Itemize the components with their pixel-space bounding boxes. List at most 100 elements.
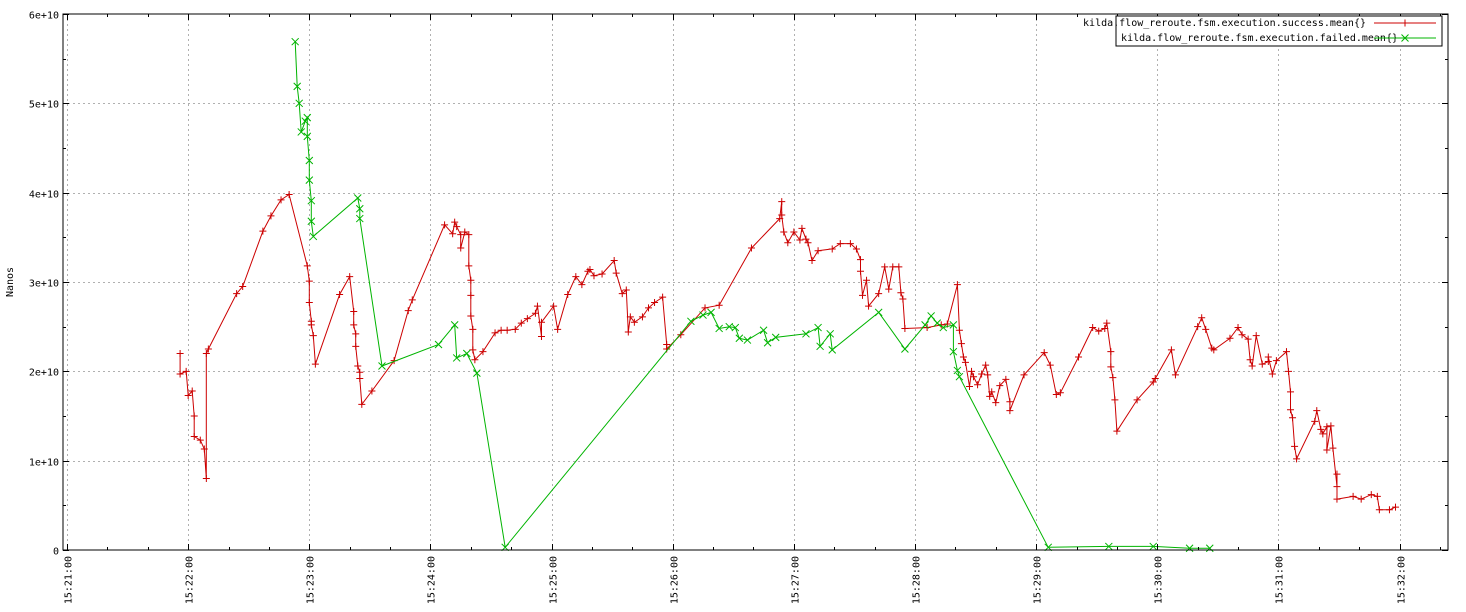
data-point [1151,374,1159,382]
data-point [307,196,316,205]
data-point [184,391,192,399]
x-tick-label: 15:31:00 [1275,556,1286,604]
data-point [802,235,810,243]
y-tick-label: 2e+10 [29,368,59,379]
data-point [978,370,986,378]
data-point [638,313,646,321]
data-point [1101,324,1109,332]
data-point [933,319,942,327]
data-point [303,113,312,122]
data-point [598,270,606,278]
data-point [353,194,362,202]
y-tick-label: 6e+10 [29,11,59,22]
data-point [747,244,755,252]
data-point [1327,422,1335,430]
data-point [1202,325,1210,333]
x-tick-label: 15:30:00 [1154,556,1165,604]
y-tick-label: 4e+10 [29,190,59,201]
data-point [564,291,572,299]
data-point [1349,492,1357,500]
data-point [630,318,638,326]
data-point [303,262,311,270]
data-point [1194,323,1202,331]
data-point [968,367,976,375]
data-point [457,244,465,252]
data-point [949,347,958,356]
data-point [305,299,313,307]
data-point [796,236,804,244]
y-tick-label: 0 [53,547,59,558]
data-point [889,263,897,271]
data-point [1287,388,1295,396]
data-point [731,323,740,332]
x-tick-label: 15:22:00 [185,556,196,604]
data-point [1385,506,1393,514]
data-point [554,325,562,333]
data-point [778,211,786,219]
data-point [479,348,487,356]
data-point [1323,446,1331,454]
data-point [356,374,364,382]
data-point [707,308,715,317]
grid-lines [63,14,1448,550]
y-tick-label: 3e+10 [29,279,59,290]
data-point [1006,398,1014,406]
data-point [469,325,477,333]
data-point [354,362,362,370]
data-point [572,273,580,281]
data-point [622,286,630,294]
data-point [780,228,788,236]
data-point [974,381,982,389]
data-point [953,366,962,375]
data-point [1375,506,1383,514]
data-point [776,215,784,223]
data-point [1107,348,1115,356]
data-point [1109,374,1117,382]
data-point [618,290,626,298]
data-point [1040,349,1048,357]
series-failed [291,37,1214,553]
data-point [901,345,909,353]
data-point [190,433,198,441]
data-point [356,368,364,376]
data-point [1252,332,1260,340]
data-point [1113,427,1121,435]
data-point [350,307,358,315]
data-point [291,37,300,46]
data-point [259,227,267,235]
data-point [856,256,864,264]
data-point [517,319,525,327]
data-point [305,176,314,185]
data-point [982,361,990,369]
data-point [202,475,210,483]
data-point [865,302,873,310]
data-point [743,336,752,344]
legend-sample-marker [1401,19,1409,27]
data-point [1020,371,1028,379]
data-point [467,291,475,299]
x-tick-label: 15:32:00 [1397,556,1408,604]
data-point [449,230,457,238]
legend-sample-marker [1401,34,1409,42]
data-point [355,204,364,213]
data-point [1264,353,1272,361]
data-point [1167,346,1175,354]
data-point [441,221,449,229]
data-point [1002,375,1010,383]
data-point [239,282,247,290]
data-point [190,412,198,420]
series-success [176,190,1400,514]
data-point [1313,407,1321,415]
data-point [626,313,634,321]
data-point [1333,495,1341,503]
data-point [1244,335,1252,343]
data-point [1046,361,1054,369]
data-point [955,372,964,381]
data-point [885,285,893,293]
data-point [1293,455,1301,463]
data-point [778,198,786,206]
data-point [804,239,812,247]
data-point [612,269,620,277]
data-point [531,309,539,317]
data-point [856,267,864,275]
